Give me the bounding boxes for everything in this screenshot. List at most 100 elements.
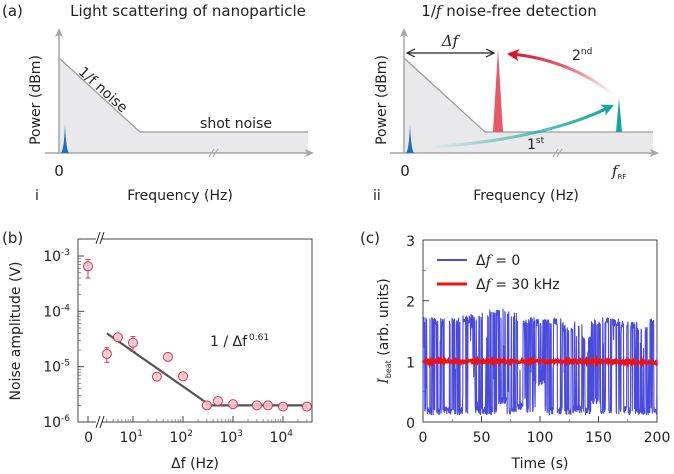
x-tick-label: 150: [585, 430, 612, 446]
data-marker: [151, 371, 162, 382]
axis-break-icon: [99, 231, 105, 245]
data-marker: [201, 400, 212, 411]
panel-b-label: (b): [2, 229, 23, 247]
first-step-arrowhead: [600, 104, 614, 116]
y-axis-label: Ibeat (arb. units): [376, 278, 393, 385]
data-point: [212, 395, 223, 406]
data-point: [201, 400, 212, 411]
noise-curve: [58, 57, 308, 133]
second-step-arrowhead: [507, 49, 520, 62]
data-point: [101, 347, 112, 363]
fit-annotation-base: 1 / Δf: [210, 334, 248, 350]
x-tick-label: 200: [644, 430, 671, 446]
axis-break-icon: [95, 415, 101, 429]
data-point: [151, 371, 162, 382]
first-label: 1st: [527, 136, 545, 153]
break-gap-bottom: [96, 418, 102, 426]
y-axis-label: Power (dBm): [28, 55, 44, 145]
y-tick-label: 10-3: [43, 248, 70, 265]
legend-suffix: = 30 kHz: [491, 277, 560, 293]
second-sup: nd: [581, 47, 592, 57]
first-sup: st: [536, 136, 545, 146]
x-axis-label: Frequency (Hz): [127, 188, 233, 204]
x-tick-label-base: 10: [269, 430, 287, 446]
data-marker: [251, 400, 262, 411]
shot-noise-label: shot noise: [200, 116, 272, 132]
ylabel-i: I: [376, 378, 392, 385]
plot-frame: [77, 238, 313, 423]
data-marker: [112, 332, 123, 343]
y-tick-label-exp: -6: [61, 414, 70, 424]
y-tick-label-base: 10: [43, 360, 61, 376]
y-tick-label-base: 10: [43, 249, 61, 265]
ylabel-suffix: (arb. units): [376, 278, 392, 360]
panel-b-axes: 10-310-410-510-60 101 102 103 104: [43, 231, 313, 446]
panel-a-ii-title: 1/f noise-free detection: [421, 2, 596, 20]
y-tick-label-exp: -5: [61, 359, 70, 369]
data-marker: [278, 401, 288, 412]
panel-a-i-title: Light scattering of nanoparticle: [70, 2, 306, 20]
fit-annotation-exponent: 0.61: [249, 333, 269, 343]
x-tick-label-exp: 3: [237, 429, 243, 439]
x-tick-label-exp: 1: [137, 429, 143, 439]
title-prefix: 1/: [421, 2, 437, 20]
x-tick-label: 50: [473, 430, 491, 446]
x-tick-label-zero: 0: [84, 430, 93, 446]
x-tick-label-base: 10: [169, 430, 187, 446]
legend-label-red: Δf = 30 kHz: [476, 277, 560, 293]
x-axis-label: Δf (Hz): [171, 456, 219, 472]
data-marker: [128, 337, 138, 348]
legend-f: f: [485, 253, 494, 269]
y-axis-label: Power (dBm): [374, 55, 390, 145]
y-tick-label-base: 10: [43, 415, 61, 431]
x-tick-label: 100: [527, 430, 554, 446]
legend-label-blue: Δf = 0: [476, 253, 520, 269]
delta-f-label: Δf: [441, 32, 461, 50]
y-tick-label-base: 10: [43, 304, 61, 320]
data-marker: [212, 395, 223, 406]
x-tick-label: 104: [269, 429, 293, 446]
x-axis-label: Frequency (Hz): [473, 188, 579, 204]
panel-c-series: [422, 308, 659, 416]
noise-floor-shade: [404, 58, 653, 153]
fit-annotation: 1 / Δf 0.61: [210, 333, 269, 350]
data-marker: [228, 399, 238, 410]
axis-break-icon: [99, 415, 105, 429]
x-tick-label: 103: [219, 429, 243, 446]
data-point: [128, 336, 138, 352]
x-zero-label: 0: [400, 162, 410, 180]
legend-suffix: = 0: [491, 253, 521, 269]
panel-b-points: [83, 258, 312, 412]
data-marker: [262, 400, 273, 411]
frf-f: f: [611, 162, 620, 180]
first-step-arrow: [429, 106, 609, 149]
data-point: [83, 258, 93, 279]
second-step-arrow: [511, 52, 615, 97]
data-point: [228, 399, 238, 410]
title-suffix: noise-free detection: [441, 2, 596, 20]
data-point: [301, 401, 312, 412]
data-marker: [101, 348, 112, 359]
axis-break-icon: [208, 148, 215, 158]
data-marker: [162, 351, 173, 362]
noise-curve: [403, 57, 653, 133]
x-tick-label: 0: [419, 430, 428, 446]
shifted-peak: [493, 49, 503, 132]
y-tick-label: 2: [406, 295, 415, 311]
panel-b-noise-amplitude-chart: (b) 10-310-410-510-60 101 102 103 104 1 / Δf…: [2, 229, 313, 472]
y-tick-label: 0: [406, 416, 415, 432]
axis-break-icon: [552, 148, 559, 158]
series-line-delta-f-30khz: [422, 354, 659, 369]
noise-floor-shade: [59, 58, 308, 153]
x-tick-label-zero-base: 0: [84, 430, 93, 446]
legend-f: f: [485, 277, 494, 293]
y-tick-label: 3: [406, 234, 415, 250]
axis-break-icon: [95, 231, 101, 245]
data-point: [251, 400, 262, 411]
x-tick-label: 102: [169, 429, 193, 446]
y-tick-label: 10-5: [43, 359, 70, 376]
second-num: 2: [572, 48, 581, 64]
data-point: [262, 400, 273, 411]
x-tick-label-base: 10: [119, 430, 137, 446]
x-axis-label: Time (s): [511, 456, 569, 472]
